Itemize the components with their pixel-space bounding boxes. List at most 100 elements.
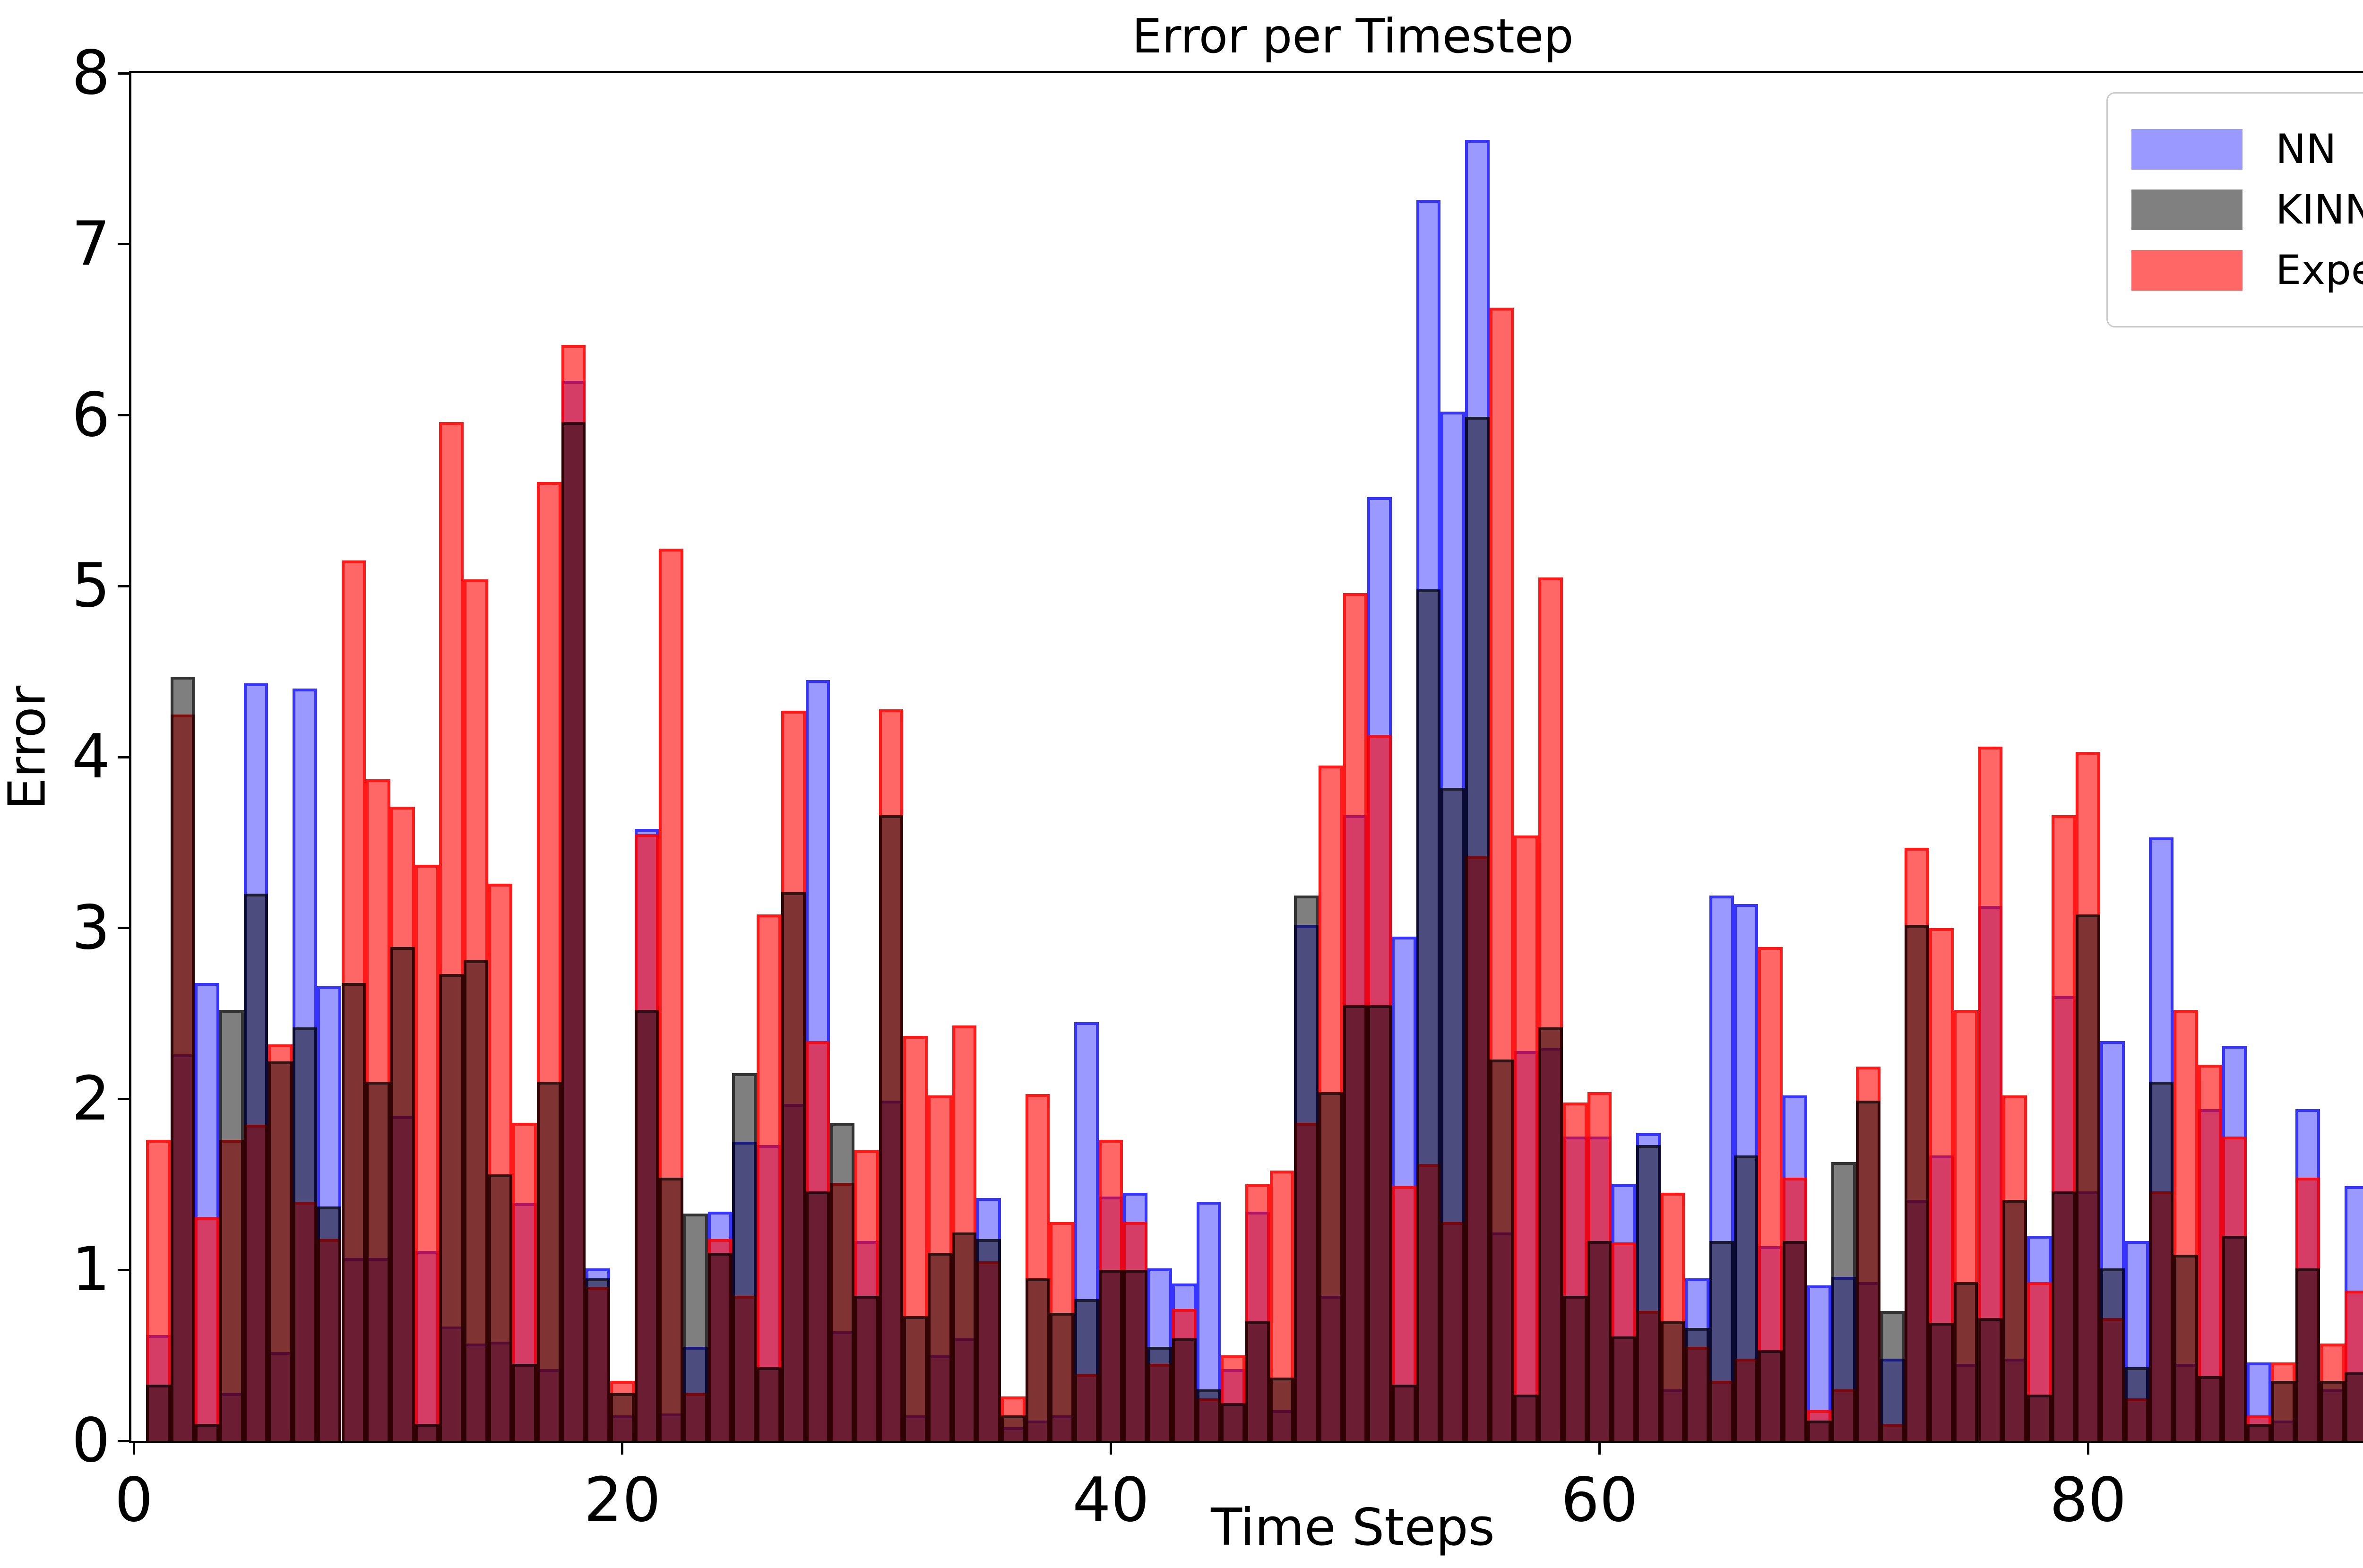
kinn-bar: [1514, 1395, 1539, 1441]
x-tick: [1598, 1443, 1601, 1455]
y-tick-label: 6: [71, 379, 110, 450]
kinn-bar: [1953, 1282, 1978, 1441]
plot-area: 020406080100012345678 NNKINNExpert Netwo…: [72, 38, 2363, 1535]
kinn-bar: [903, 1316, 928, 1441]
kinn-bar: [732, 1073, 757, 1441]
kinn-bar: [1172, 1338, 1197, 1441]
kinn-bar: [463, 960, 488, 1441]
kinn-bar: [1343, 1005, 1368, 1441]
kinn-bar: [293, 1027, 317, 1441]
x-tick: [1110, 1443, 1113, 1455]
kinn-bar: [707, 1253, 733, 1441]
kinn-bar: [2247, 1423, 2271, 1441]
kinn-bar: [268, 1061, 293, 1441]
kinn-bar: [170, 676, 195, 1441]
kinn-bar: [683, 1213, 708, 1441]
kinn-bar: [1783, 1241, 1807, 1441]
kinn-bar: [781, 892, 806, 1441]
expert-network-bar: [757, 914, 781, 1441]
kinn-bar: [2027, 1395, 2052, 1441]
y-tick-label: 2: [71, 1063, 110, 1134]
x-tick: [132, 1443, 135, 1455]
y-tick: [118, 756, 129, 758]
kinn-bar: [1392, 1384, 1416, 1441]
kinn-bar: [1098, 1270, 1123, 1441]
kinn-bar: [341, 982, 366, 1441]
kinn-bar: [1587, 1241, 1612, 1441]
x-tick-label: 40: [1072, 1465, 1150, 1535]
kinn-bar: [2002, 1199, 2027, 1441]
kinn-bar: [1123, 1270, 1148, 1441]
kinn-bar: [1978, 1318, 2003, 1441]
kinn-bar: [805, 1191, 830, 1441]
kinn-bar: [1856, 1101, 1880, 1441]
kinn-bar: [1221, 1403, 1245, 1441]
bars-layer: [131, 73, 2363, 1441]
kinn-bar: [610, 1393, 635, 1441]
kinn-bar: [757, 1367, 781, 1441]
legend-swatch-icon: [2131, 250, 2242, 291]
y-tick: [118, 414, 129, 416]
y-tick-label: 8: [71, 38, 110, 108]
expert-network-bar: [195, 1217, 220, 1441]
kinn-bar: [512, 1364, 537, 1441]
y-tick-label: 1: [71, 1234, 110, 1305]
y-tick-label: 3: [71, 892, 110, 963]
kinn-bar: [1416, 589, 1441, 1441]
kinn-bar: [439, 974, 464, 1441]
kinn-bar: [1807, 1420, 1832, 1441]
kinn-bar: [1880, 1311, 1905, 1441]
kinn-bar: [2149, 1082, 2173, 1441]
kinn-bar: [1538, 1027, 1563, 1441]
kinn-bar: [927, 1253, 952, 1441]
kinn-bar: [2295, 1268, 2320, 1441]
kinn-bar: [1025, 1278, 1050, 1441]
kinn-bar: [952, 1232, 977, 1441]
kinn-bar: [1660, 1321, 1685, 1441]
kinn-bar: [1733, 1155, 1759, 1441]
kinn-bar: [2198, 1376, 2223, 1441]
kinn-bar: [1831, 1162, 1856, 1441]
kinn-bar: [1489, 1060, 1514, 1441]
x-tick-label: 60: [1561, 1465, 1638, 1535]
kinn-bar: [1367, 1005, 1392, 1441]
y-tick: [118, 927, 129, 930]
kinn-bar: [1074, 1299, 1099, 1441]
y-tick-label: 7: [71, 208, 110, 279]
kinn-bar: [2173, 1254, 2198, 1441]
kinn-bar: [366, 1082, 390, 1441]
legend-item: NN: [2131, 126, 2363, 173]
kinn-bar: [1294, 896, 1319, 1441]
kinn-bar: [1636, 1145, 1661, 1441]
y-tick: [118, 243, 129, 246]
kinn-bar: [1245, 1321, 1270, 1441]
kinn-bar: [879, 815, 904, 1441]
kinn-bar: [488, 1174, 513, 1441]
kinn-bar: [1050, 1312, 1075, 1441]
legend-label: KINN: [2276, 186, 2363, 233]
legend-label: Expert Network: [2276, 247, 2363, 294]
kinn-bar: [561, 422, 586, 1441]
kinn-bar: [1318, 1092, 1343, 1441]
kinn-bar: [536, 1082, 561, 1441]
y-tick: [118, 1268, 129, 1271]
y-axis-label: Error: [0, 685, 57, 810]
kinn-bar: [2051, 1191, 2076, 1441]
kinn-bar: [390, 947, 415, 1441]
kinn-bar: [1196, 1389, 1221, 1441]
legend-label: NN: [2276, 126, 2337, 173]
y-tick: [118, 72, 129, 75]
kinn-bar: [659, 1177, 684, 1441]
kinn-bar: [243, 894, 268, 1441]
kinn-bar: [2100, 1268, 2125, 1441]
legend-item: Expert Network: [2131, 247, 2363, 294]
kinn-bar: [1709, 1241, 1734, 1441]
x-tick: [621, 1443, 624, 1455]
chart-title: Error per Timestep: [1132, 9, 1574, 64]
kinn-bar: [1001, 1415, 1026, 1441]
kinn-bar: [830, 1123, 854, 1441]
y-tick: [118, 585, 129, 587]
kinn-bar: [1758, 1350, 1783, 1441]
kinn-bar: [1269, 1378, 1294, 1441]
